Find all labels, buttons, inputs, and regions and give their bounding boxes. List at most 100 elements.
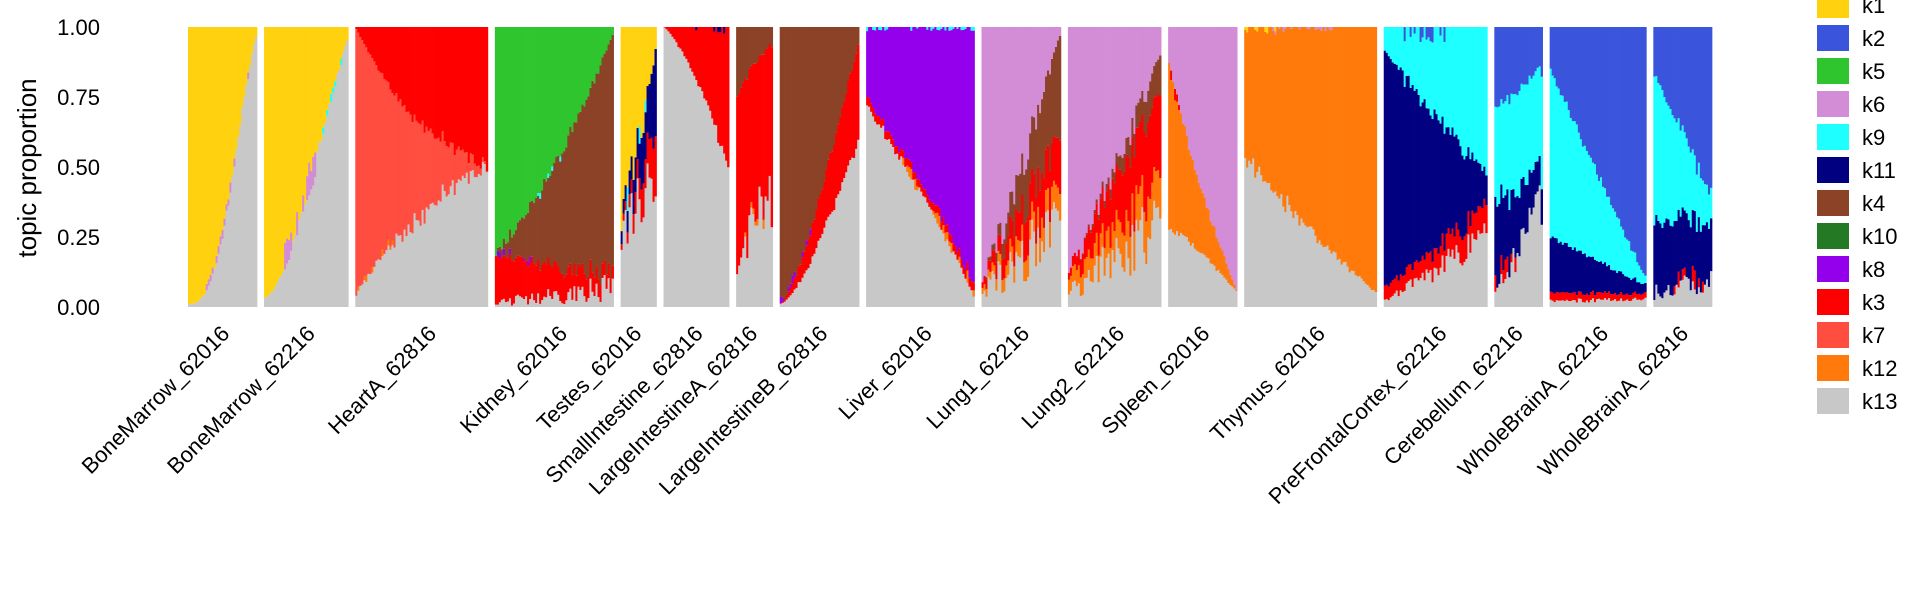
bar-segment-k3 — [968, 277, 971, 287]
bar-segment-k3 — [845, 93, 848, 173]
bar-segment-k9 — [1479, 27, 1482, 164]
bar-segment-k7 — [371, 58, 374, 268]
bar-segment-k3 — [1073, 252, 1077, 265]
bar-segment-k13 — [624, 210, 627, 307]
bar-segment-k2 — [1653, 27, 1656, 77]
bar-segment-k12 — [1223, 256, 1226, 278]
bar-segment-k12 — [1159, 178, 1162, 219]
bar-segment-k1 — [225, 27, 228, 205]
bar-segment-k3 — [1449, 234, 1452, 257]
bar-segment-k9 — [1693, 155, 1697, 212]
bar-segment-k13 — [1093, 265, 1097, 307]
bar-segment-k3 — [1573, 292, 1577, 301]
bar-segment-k9 — [874, 27, 877, 31]
bar-segment-k4 — [1085, 232, 1089, 235]
bar-segment-k6 — [1274, 31, 1277, 35]
bar-segment-k4 — [756, 27, 759, 63]
bar-segment-k3 — [900, 148, 903, 157]
bar-segment-k3 — [851, 70, 854, 158]
bar-segment-k3 — [1634, 291, 1637, 298]
bar-segment-k5 — [510, 27, 514, 238]
bar-segment-k7 — [365, 47, 368, 276]
bar-segment-k13 — [1457, 252, 1460, 307]
bar-segment-k1 — [191, 27, 195, 304]
bar-segment-k4 — [1052, 52, 1056, 137]
bar-segment-k1 — [302, 27, 305, 196]
bar-segment-k4 — [797, 27, 800, 266]
bar-segment-k9 — [1622, 229, 1625, 275]
bar-segment-k3 — [587, 276, 590, 299]
bar-segment-k3 — [902, 150, 905, 158]
bar-segment-k3 — [1551, 292, 1555, 301]
bar-segment-k9 — [1425, 39, 1428, 109]
bar-segment-k6 — [215, 255, 218, 264]
bar-segment-k12 — [1135, 185, 1138, 220]
bar-segment-k5 — [579, 27, 582, 112]
bar-segment-k12 — [1248, 27, 1251, 161]
bar-segment-k3 — [1579, 291, 1583, 299]
bar-segment-k12 — [944, 232, 947, 242]
bar-segment-k12 — [1003, 278, 1006, 292]
bar-segment-k5 — [514, 27, 518, 231]
bar-segment-k3 — [781, 301, 785, 303]
bar-segment-k11 — [1644, 282, 1647, 293]
bar-segment-k13 — [207, 285, 211, 307]
bar-segment-k12 — [1081, 274, 1085, 295]
bar-segment-k13 — [1626, 299, 1629, 307]
bar-segment-k4 — [1139, 98, 1142, 122]
bar-segment-k3 — [1117, 169, 1120, 220]
bar-segment-k3 — [926, 194, 929, 203]
bar-segment-k1 — [235, 27, 238, 150]
bar-segment-k13 — [274, 287, 277, 307]
bar-segment-k2 — [1563, 27, 1567, 102]
bar-segment-k7 — [435, 138, 438, 206]
bar-segment-k13 — [1056, 210, 1060, 307]
bar-segment-k11 — [1571, 249, 1575, 293]
bar-segment-k8 — [793, 271, 796, 278]
bar-segment-k3 — [644, 159, 647, 189]
bar-segment-k3 — [837, 124, 840, 195]
bar-segment-k3 — [1439, 246, 1442, 268]
bar-segment-k3 — [817, 198, 820, 241]
bar-segment-k12 — [946, 232, 949, 240]
bar-segment-k4 — [516, 222, 520, 256]
bar-segment-k3 — [393, 27, 396, 96]
bar-segment-k3 — [1610, 294, 1613, 301]
bar-segment-k3 — [983, 276, 986, 285]
bar-segment-k13 — [1095, 255, 1099, 307]
bar-segment-k11 — [1657, 220, 1660, 294]
bar-segment-k3 — [473, 27, 477, 164]
bar-segment-k3 — [1417, 262, 1420, 281]
bar-segment-k11 — [642, 132, 645, 184]
bar-segment-k4 — [1031, 116, 1034, 169]
bar-segment-k13 — [587, 298, 590, 307]
bar-segment-k13 — [559, 301, 562, 307]
bar-segment-k3 — [847, 80, 850, 166]
bar-segment-k3 — [1681, 269, 1685, 280]
bar-segment-k3 — [1109, 199, 1112, 248]
bar-segment-k11 — [1443, 133, 1446, 251]
bar-segment-k4 — [514, 230, 518, 258]
bar-segment-k11 — [1483, 166, 1486, 199]
bar-segment-k7 — [471, 154, 475, 171]
bar-segment-k1 — [280, 27, 283, 276]
bar-segment-k6 — [302, 195, 305, 212]
bar-segment-k8 — [904, 27, 907, 159]
bar-segment-k13 — [1557, 300, 1561, 307]
bar-segment-k6 — [1123, 27, 1126, 154]
bar-segment-k13 — [636, 178, 639, 307]
bar-segment-k13 — [1107, 253, 1110, 307]
bar-segment-k13 — [1131, 225, 1134, 307]
bar-segment-k3 — [1632, 292, 1635, 299]
bar-segment-k3 — [1119, 169, 1122, 223]
bar-segment-k11 — [1538, 155, 1541, 186]
bar-segment-k13 — [363, 280, 366, 307]
bar-segment-k9 — [1583, 145, 1587, 254]
bar-segment-k4 — [1145, 101, 1148, 137]
bar-segment-k6 — [1097, 27, 1100, 215]
bar-segment-k8 — [886, 29, 889, 132]
bar-segment-k13 — [999, 264, 1002, 307]
bar-segment-k13 — [1520, 229, 1523, 307]
bar-segment-k13 — [417, 220, 420, 307]
bar-segment-k9 — [1703, 184, 1707, 226]
